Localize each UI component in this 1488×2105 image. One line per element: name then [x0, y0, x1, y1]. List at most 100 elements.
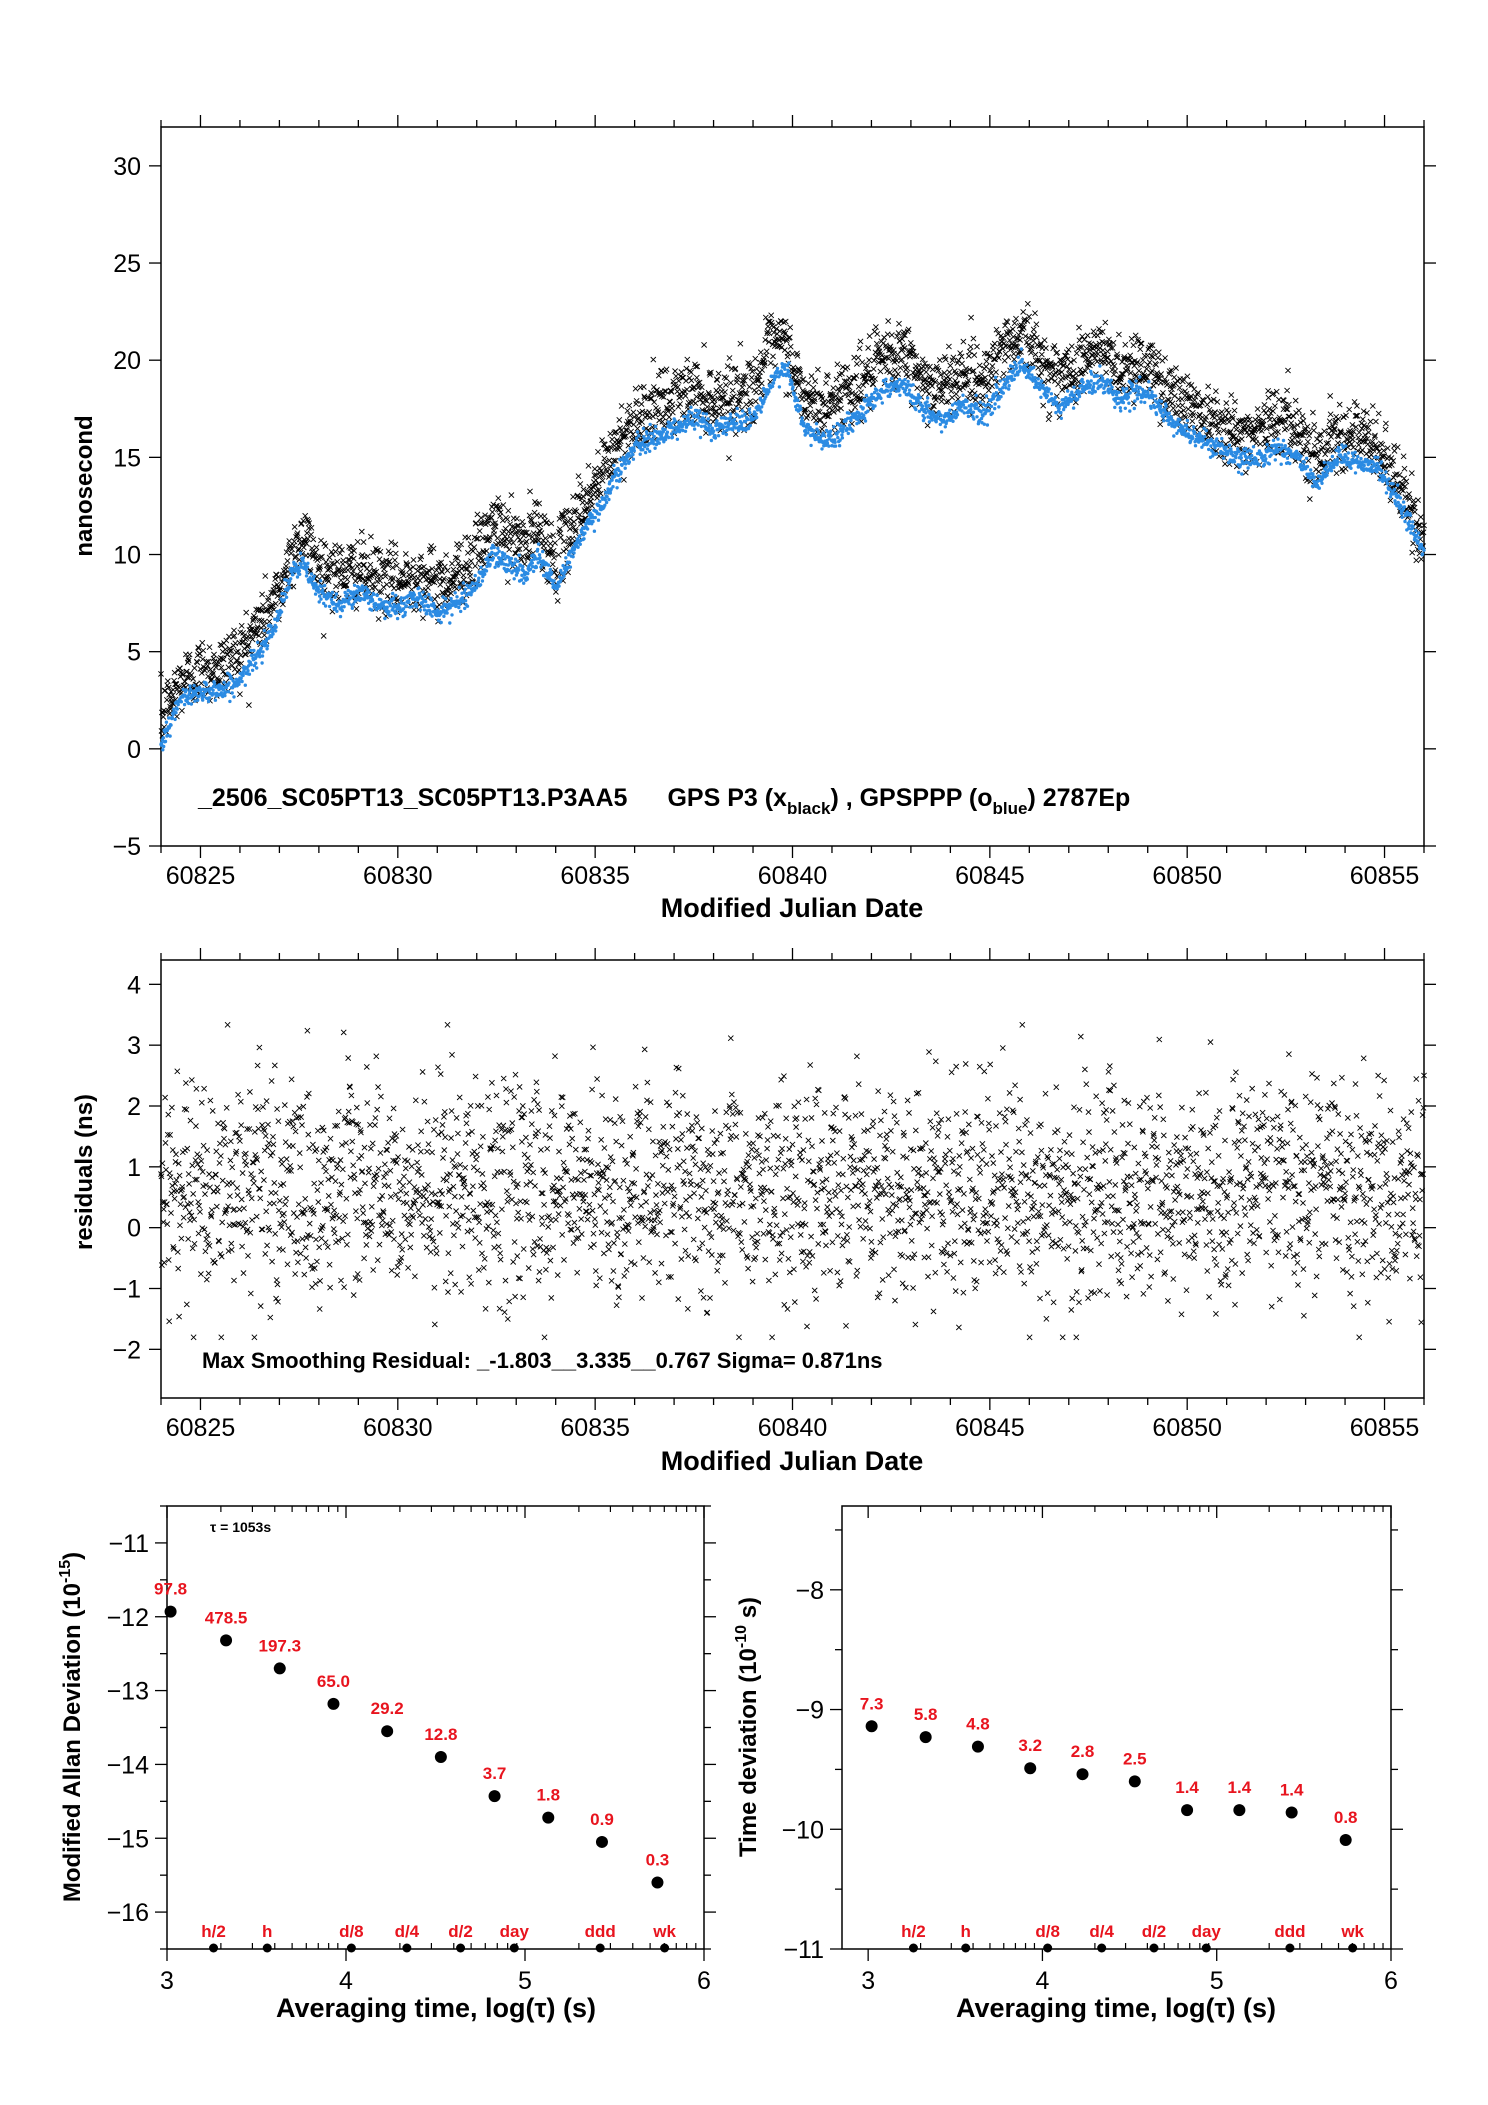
gpsppp-point [484, 569, 489, 573]
gpsppp-point [1077, 394, 1082, 399]
time-series-xtick-label: 60830 [363, 862, 433, 890]
gpsppp-point [1075, 397, 1080, 401]
gps-p3-point [960, 338, 967, 345]
gps-p3-point [814, 366, 821, 373]
gps-p3-point [555, 551, 562, 558]
gps-p3-point [283, 563, 290, 570]
gps-p3-point [167, 706, 174, 713]
gps-p3-point [245, 702, 252, 709]
gps-p3-point [1223, 400, 1230, 407]
gps-p3-point [1367, 418, 1374, 425]
gpsppp-point [309, 572, 314, 576]
gpsppp-point [461, 581, 466, 585]
gpsppp-point [395, 616, 400, 621]
gpsppp-point [833, 444, 838, 448]
gpsppp-point [478, 583, 483, 587]
gps-p3-point [926, 391, 932, 397]
gps-p3-point [474, 535, 481, 542]
gpsppp-point [192, 683, 196, 688]
gps-p3-point [483, 548, 490, 554]
gps-p3-point [715, 395, 722, 402]
gps-p3-point [394, 597, 401, 604]
gps-p3-point [1327, 392, 1334, 399]
gps-p3-point [763, 348, 770, 355]
gps-p3-point [332, 548, 339, 555]
gps-p3-point [377, 573, 384, 580]
gpsppp-point [691, 419, 695, 423]
gps-p3-point [1009, 326, 1016, 333]
gpsppp-point [790, 380, 794, 384]
gpsppp-point [259, 646, 263, 650]
gps-p3-point [190, 675, 197, 682]
gpsppp-point [993, 402, 997, 406]
gpsppp-point [455, 595, 459, 599]
gpsppp-point [1059, 410, 1063, 415]
gpsppp-point [610, 478, 614, 482]
gps-p3-point [171, 677, 178, 684]
gps-p3-point [267, 611, 274, 618]
gpsppp-point [182, 702, 187, 707]
gps-p3-point [946, 376, 953, 383]
gps-p3-point [320, 632, 327, 639]
gpsppp-point [873, 404, 877, 408]
gps-p3-point [1336, 401, 1343, 408]
gpsppp-point [462, 590, 466, 594]
gps-p3-point [1055, 381, 1062, 388]
gpsppp-point [403, 610, 407, 615]
gps-p3-point [238, 622, 245, 629]
gps-p3-point [373, 568, 380, 575]
gpsppp-point [624, 462, 628, 466]
gpsppp-point [274, 625, 278, 629]
gps-p3-point [737, 340, 744, 347]
gps-p3-point [179, 670, 186, 677]
gpsppp-point [665, 430, 670, 434]
gpsppp-point [162, 744, 166, 749]
gps-p3-point [1218, 409, 1225, 415]
gpsppp-point [724, 416, 728, 421]
gps-p3-point [748, 374, 755, 381]
gps-p3-point [1099, 338, 1106, 345]
gps-p3-point [739, 384, 746, 391]
gpsppp-point [161, 748, 165, 752]
gpsppp-point [375, 593, 379, 598]
gps-p3-point [1372, 418, 1379, 425]
gpsppp-point [355, 591, 359, 595]
gps-p3-point [236, 691, 243, 698]
gpsppp-point [313, 592, 318, 596]
gpsppp-point [1072, 385, 1076, 389]
gps-p3-point [327, 564, 334, 571]
gps-p3-point [592, 477, 599, 484]
gpsppp-point [517, 568, 521, 572]
gps-p3-point [279, 601, 286, 608]
time-series-panel: 60825 60830 60835 60840 60845 60850 60855−5051… [71, 115, 1436, 923]
gps-p3-point [1317, 438, 1324, 445]
gps-p3-point [405, 580, 412, 587]
gps-p3-point [1033, 334, 1040, 341]
gps-p3-point [339, 567, 346, 574]
gpsppp-point [525, 577, 529, 581]
gpsppp-point [295, 575, 300, 579]
gps-p3-point [870, 381, 877, 388]
gps-p3-point [269, 603, 276, 610]
gps-p3-point [519, 518, 526, 525]
gpsppp-point [1047, 387, 1051, 391]
gpsppp-point [562, 574, 566, 578]
gps-p3-point [1410, 540, 1417, 547]
gps-p3-point [1255, 413, 1262, 420]
gps-p3-point [542, 535, 549, 542]
gpsppp-point [618, 477, 622, 481]
gps-p3-point [350, 555, 357, 562]
gps-p3-point [291, 538, 298, 545]
gpsppp-point [652, 434, 656, 439]
gps-p3-point [786, 391, 793, 398]
gpsppp-point [387, 610, 391, 614]
gps-p3-point [448, 590, 455, 597]
gps-p3-point [966, 348, 973, 355]
gps-p3-point [632, 385, 639, 392]
gpsppp-point [204, 682, 208, 687]
gps-p3-point [768, 312, 775, 319]
gps-p3-point [752, 398, 759, 405]
gps-p3-point [453, 573, 460, 580]
gpsppp-point [653, 424, 658, 429]
gps-p3-point [976, 362, 983, 369]
